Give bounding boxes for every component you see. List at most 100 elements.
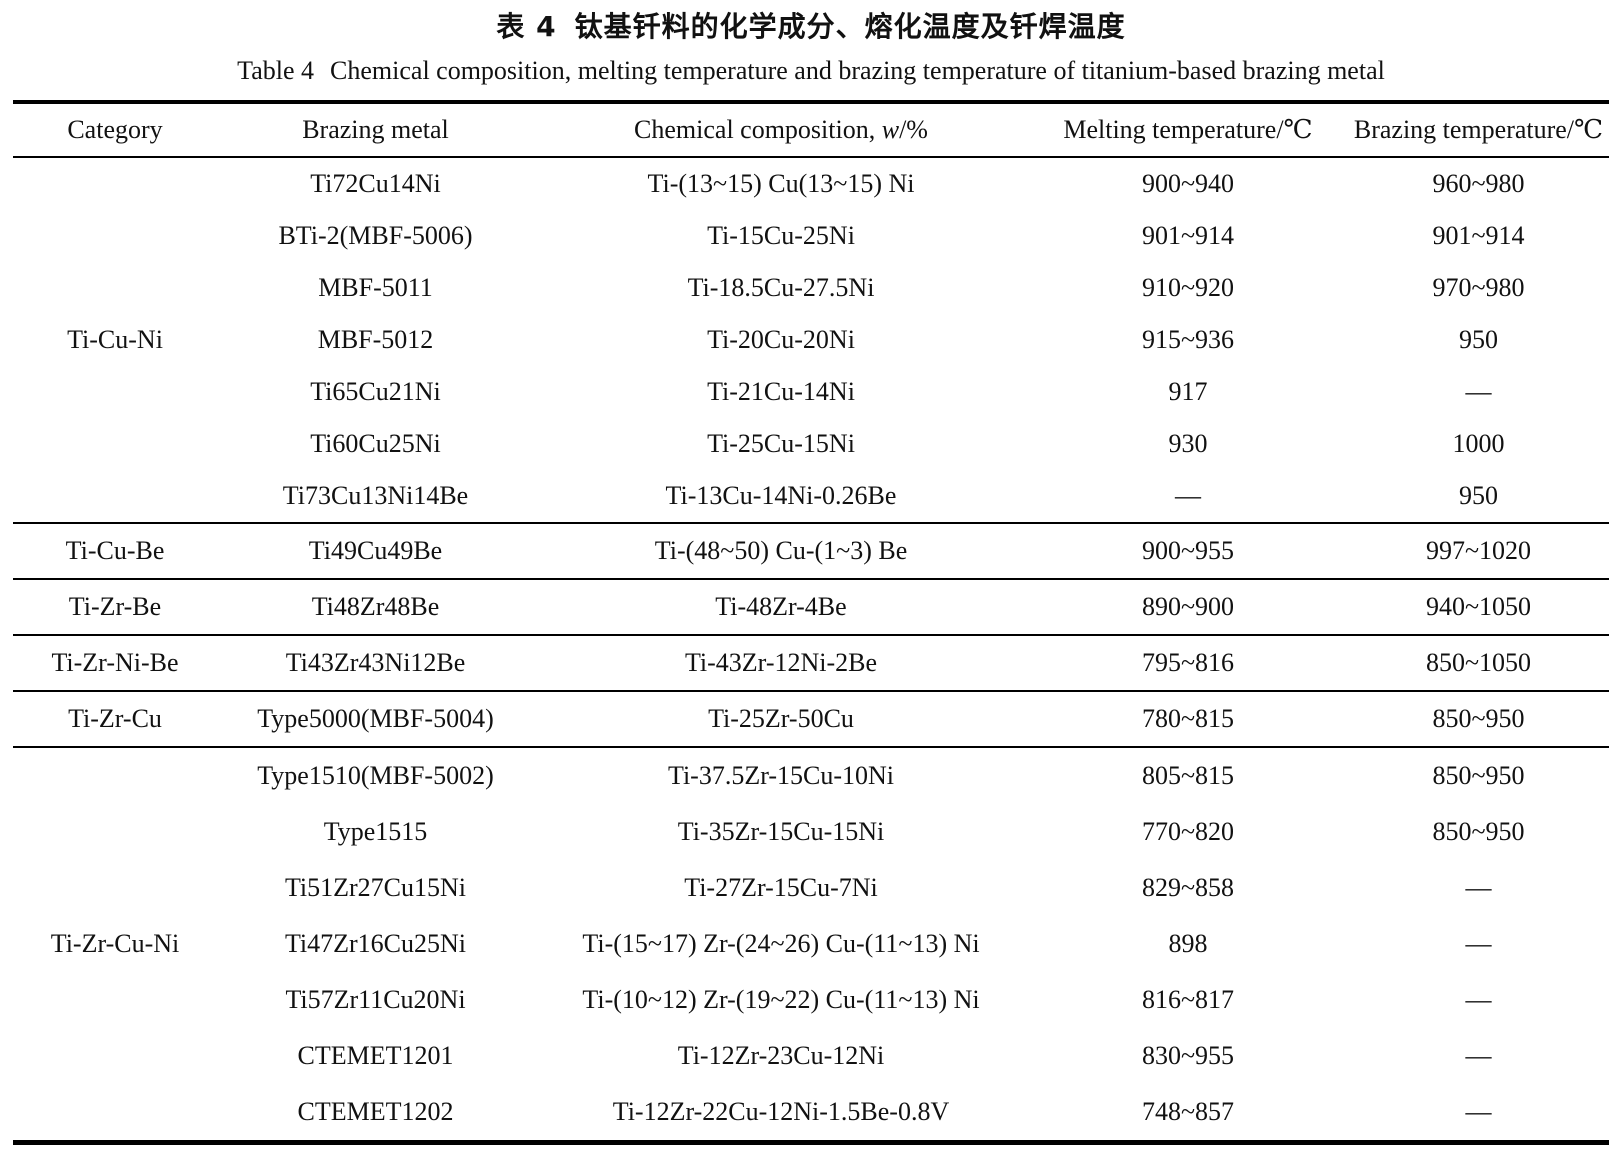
composition-cell: Ti-21Cu-14Ni xyxy=(707,377,855,406)
melting-cell: 780~815 xyxy=(1141,704,1235,733)
category-cell: Ti-Zr-Cu-Ni xyxy=(50,929,180,958)
table-group: Ti-Zr-Cu Type5000(MBF-5004) Ti-25Zr-50Cu 78… xyxy=(13,691,1609,747)
col-header-brazing-metal: Brazing metal xyxy=(217,102,534,158)
category-cell: Ti-Zr-Be xyxy=(68,592,162,621)
brazing-cell: — xyxy=(1465,1097,1492,1126)
table-row: Ti-Cu-Ni Ti72Cu14Ni Ti-(13~15) Cu(13~15) N… xyxy=(13,157,1609,354)
melting-cell: 816~817 xyxy=(1141,985,1235,1014)
melting-cell: 917 xyxy=(1168,377,1208,406)
metal-cell: Type1515 xyxy=(323,817,428,846)
col-header-chemical-composition: Chemical composition, w/% xyxy=(534,102,1028,158)
metal-cell: CTEMET1202 xyxy=(297,1097,454,1126)
table-row: Ti60Cu25Ni Ti-25Cu-15Ni 930 1000 xyxy=(13,418,1609,470)
table-caption-en-label: Table 4 xyxy=(237,56,315,85)
table-group: Ti-Cu-Ni Ti72Cu14Ni Ti-(13~15) Cu(13~15) N… xyxy=(13,157,1609,523)
metal-cell: Ti60Cu25Ni xyxy=(310,429,441,458)
table-row: CTEMET1202 Ti-12Zr-22Cu-12Ni-1.5Be-0.8V 74… xyxy=(13,1084,1609,1143)
melting-cell: 890~900 xyxy=(1141,592,1235,621)
table-row: Type1515 Ti-35Zr-15Cu-15Ni 770~820 850~950 xyxy=(13,804,1609,860)
brazing-cell: — xyxy=(1465,985,1492,1014)
col-header-brazing-temperature: Brazing temperature/℃ xyxy=(1348,102,1609,158)
brazing-cell: 850~950 xyxy=(1432,761,1525,790)
melting-cell: 805~815 xyxy=(1141,761,1235,790)
metal-cell: Ti48Zr48Be xyxy=(311,592,440,621)
table-row: Ti-Zr-Be Ti48Zr48Be Ti-48Zr-4Be 890~900 940~… xyxy=(13,579,1609,635)
metal-cell: Ti51Zr27Cu15Ni xyxy=(284,873,467,902)
melting-cell: 898 xyxy=(1168,929,1208,958)
composition-cell: Ti-18.5Cu-27.5Ni xyxy=(687,273,875,302)
brazing-metal-table: Category Brazing metal Chemical composit… xyxy=(13,100,1609,1145)
metal-cell: CTEMET1201 xyxy=(297,1041,454,1070)
table-caption-zh-text: 钛基钎料的化学成分、熔化温度及钎焊温度 xyxy=(574,10,1126,43)
composition-cell: Ti-37.5Zr-15Cu-10Ni xyxy=(667,761,895,790)
col-header-melting-temperature: Melting temperature/℃ xyxy=(1028,102,1348,158)
col-header-composition-symbol: w xyxy=(881,115,900,144)
composition-cell: Ti-43Zr-12Ni-2Be xyxy=(684,648,878,677)
brazing-cell: 970~980 xyxy=(1432,273,1525,302)
metal-cell: Ti43Zr43Ni12Be xyxy=(285,648,466,677)
table-row: Ti73Cu13Ni14Be Ti-13Cu-14Ni-0.26Be — 950 xyxy=(13,470,1609,523)
table-group: Ti-Zr-Be Ti48Zr48Be Ti-48Zr-4Be 890~900 940~… xyxy=(13,579,1609,635)
metal-cell: MBF-5011 xyxy=(318,273,433,302)
composition-cell: Ti-(13~15) Cu(13~15) Ni xyxy=(647,169,915,198)
melting-cell: 910~920 xyxy=(1141,273,1235,302)
metal-cell: Type5000(MBF-5004) xyxy=(257,704,494,733)
melting-cell: 795~816 xyxy=(1141,648,1235,677)
col-header-composition-prefix: Chemical composition, xyxy=(634,115,882,144)
category-cell: Ti-Zr-Ni-Be xyxy=(51,648,179,677)
melting-cell: 830~955 xyxy=(1141,1041,1235,1070)
composition-cell: Ti-12Zr-23Cu-12Ni xyxy=(677,1041,885,1070)
metal-cell: MBF-5012 xyxy=(317,325,434,354)
metal-cell: Ti73Cu13Ni14Be xyxy=(282,481,469,510)
table-row: BTi-2(MBF-5006) Ti-15Cu-25Ni 901~914 901~91… xyxy=(13,210,1609,262)
metal-cell: Ti72Cu14Ni xyxy=(310,169,441,198)
table-row: Ti47Zr16Cu25Ni Ti-(15~17) Zr-(24~26) Cu-(… xyxy=(13,916,1609,972)
brazing-cell: 850~950 xyxy=(1432,817,1525,846)
composition-cell: Ti-(15~17) Zr-(24~26) Cu-(11~13) Ni xyxy=(582,929,980,958)
table-row: CTEMET1201 Ti-12Zr-23Cu-12Ni 830~955 — xyxy=(13,1028,1609,1084)
table-row: Ti57Zr11Cu20Ni Ti-(10~12) Zr-(19~22) Cu-(… xyxy=(13,972,1609,1028)
brazing-cell: — xyxy=(1465,377,1492,406)
composition-cell: Ti-27Zr-15Cu-7Ni xyxy=(684,873,878,902)
category-cell: Ti-Cu-Ni xyxy=(67,325,163,354)
brazing-cell: 950 xyxy=(1459,481,1498,510)
brazing-cell: 997~1020 xyxy=(1425,536,1532,565)
brazing-cell: — xyxy=(1465,873,1492,902)
melting-cell: 900~940 xyxy=(1141,169,1235,198)
metal-cell: Type1510(MBF-5002) xyxy=(257,761,494,790)
table-caption-en: Table 4 Chemical composition, melting tem… xyxy=(13,54,1609,88)
table-header-row: Category Brazing metal Chemical composit… xyxy=(13,102,1609,158)
brazing-cell: 960~980 xyxy=(1432,169,1525,198)
composition-cell: Ti-35Zr-15Cu-15Ni xyxy=(677,817,885,846)
composition-cell: Ti-20Cu-20Ni xyxy=(707,325,855,354)
melting-cell: 770~820 xyxy=(1141,817,1235,846)
category-cell: Ti-Cu-Be xyxy=(65,536,165,565)
table-row: Ti-Zr-Cu-Ni Type1510(MBF-5002) Ti-37.5Zr-1… xyxy=(13,747,1609,958)
brazing-cell: — xyxy=(1465,929,1492,958)
metal-cell: BTi-2(MBF-5006) xyxy=(278,221,473,250)
melting-cell: 829~858 xyxy=(1141,873,1235,902)
metal-cell: Ti47Zr16Cu25Ni xyxy=(284,929,467,958)
melting-cell: — xyxy=(1175,481,1201,510)
brazing-cell: 901~914 xyxy=(1432,221,1525,250)
composition-cell: Ti-48Zr-4Be xyxy=(715,592,847,621)
brazing-cell: 850~1050 xyxy=(1425,648,1532,677)
composition-cell: Ti-25Zr-50Cu xyxy=(708,704,854,733)
melting-cell: 901~914 xyxy=(1141,221,1235,250)
col-header-composition-suffix: /% xyxy=(899,115,928,144)
table-row: MBF-5012 Ti-20Cu-20Ni 915~936 950 xyxy=(13,314,1609,366)
table-row: Ti65Cu21Ni Ti-21Cu-14Ni 917 — xyxy=(13,366,1609,418)
composition-cell: Ti-15Cu-25Ni xyxy=(707,221,855,250)
metal-cell: Ti65Cu21Ni xyxy=(310,377,441,406)
composition-cell: Ti-25Cu-15Ni xyxy=(707,429,855,458)
composition-cell: Ti-(48~50) Cu-(1~3) Be xyxy=(654,536,908,565)
metal-cell: Ti49Cu49Be xyxy=(308,536,443,565)
brazing-cell: 1000 xyxy=(1452,429,1505,458)
table-group: Ti-Zr-Cu-Ni Type1510(MBF-5002) Ti-37.5Zr-1… xyxy=(13,747,1609,1143)
brazing-cell: — xyxy=(1465,1041,1492,1070)
table-row: Ti51Zr27Cu15Ni Ti-27Zr-15Cu-7Ni 829~858 — xyxy=(13,860,1609,916)
melting-cell: 900~955 xyxy=(1141,536,1235,565)
table-row: Ti-Zr-Cu Type5000(MBF-5004) Ti-25Zr-50Cu 78… xyxy=(13,691,1609,747)
composition-cell: Ti-(10~12) Zr-(19~22) Cu-(11~13) Ni xyxy=(582,985,980,1014)
